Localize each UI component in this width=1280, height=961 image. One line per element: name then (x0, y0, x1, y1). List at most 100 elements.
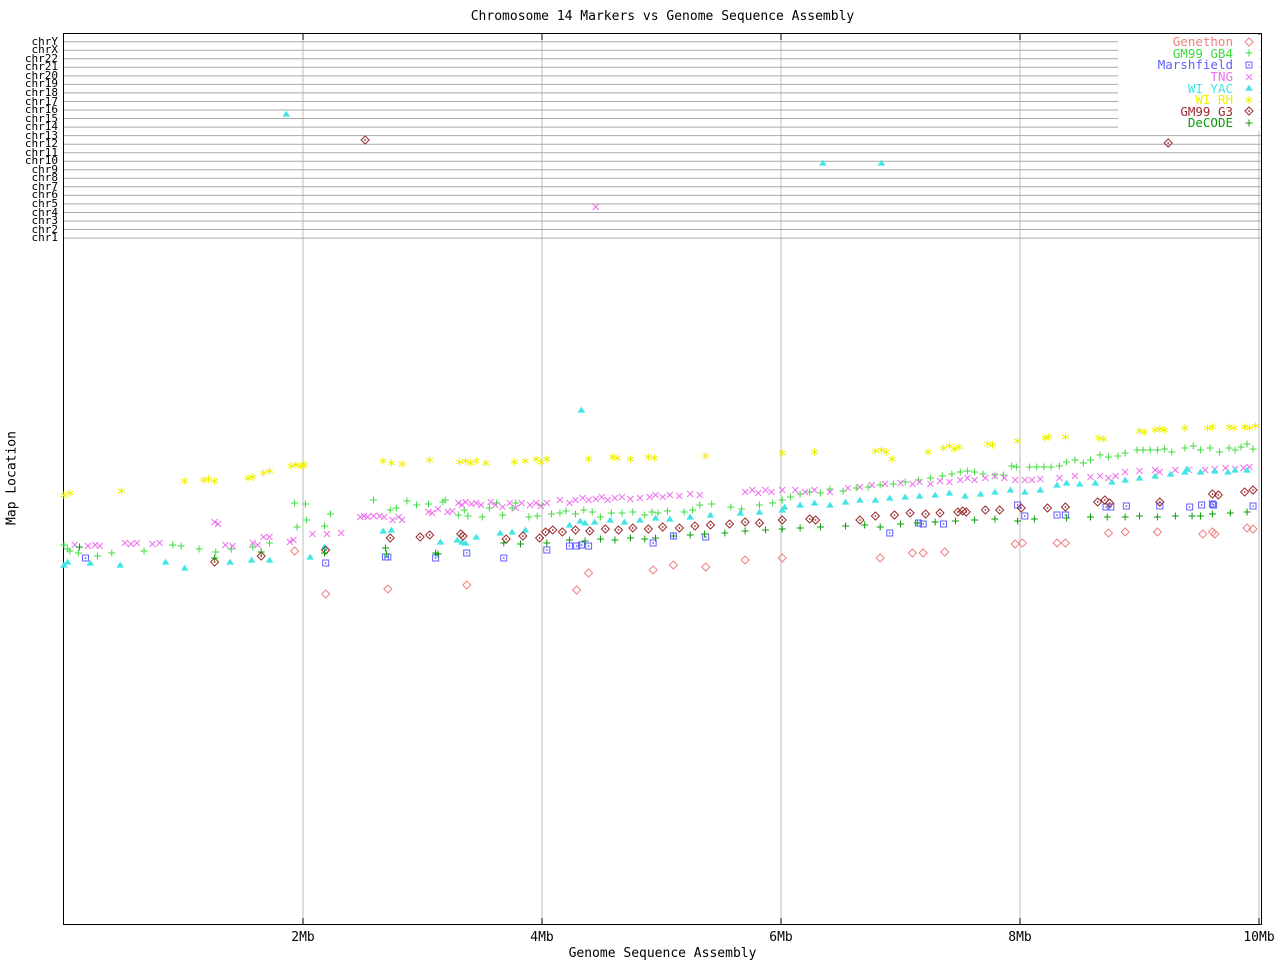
data-point (918, 548, 928, 558)
data-point (415, 532, 425, 542)
data-point (337, 529, 345, 537)
data-point (940, 547, 950, 557)
data-point (1248, 485, 1258, 495)
data-point-dot (465, 552, 468, 554)
data-point-dot (874, 515, 877, 517)
data-point (572, 496, 579, 504)
data-point (796, 524, 804, 532)
data-point (1196, 468, 1205, 475)
data-point (686, 513, 694, 520)
data-point (768, 488, 775, 496)
data-point (195, 545, 203, 553)
data-point-dot (1252, 489, 1254, 491)
data-point (1152, 527, 1163, 537)
data-point (86, 559, 95, 566)
legend-marker-icon (1244, 37, 1254, 47)
data-point (1166, 470, 1175, 477)
chrom-label-chr13: chr13 (24, 128, 58, 142)
data-point (696, 501, 704, 509)
legend-label: Genethon (1172, 34, 1233, 50)
data-point (424, 530, 435, 540)
data-point-dot (814, 519, 817, 521)
data-point (816, 523, 824, 531)
chrom-label-chr3: chr3 (31, 214, 59, 227)
data-point (462, 580, 472, 590)
data-point-dot (1020, 507, 1023, 509)
data-point-dot (1016, 504, 1019, 506)
data-point (526, 501, 534, 509)
data-point-dot (1046, 507, 1049, 509)
data-point (636, 494, 644, 502)
data-point (247, 556, 256, 563)
data-point (950, 445, 958, 453)
data-point (826, 501, 834, 508)
data-point (379, 527, 387, 534)
data-point (322, 559, 330, 567)
data-point-dot (893, 514, 896, 516)
data-point (1095, 434, 1103, 442)
data-point (1208, 510, 1216, 518)
data-point (1156, 425, 1164, 433)
data-point (389, 516, 396, 524)
data-point (613, 525, 624, 535)
data-point (1241, 423, 1249, 431)
data-point (1210, 529, 1220, 539)
data-point (540, 527, 551, 537)
data-point (871, 496, 880, 503)
data-point (548, 525, 558, 535)
data-point (606, 516, 614, 523)
chrom-label-chr5: chr5 (31, 196, 59, 210)
chrom-label-chr18: chr18 (24, 85, 58, 99)
legend-marker-icon (1245, 73, 1253, 80)
data-point (108, 549, 116, 557)
data-point (811, 486, 818, 494)
data-point-dot (1243, 491, 1246, 493)
legend-label: DeCODE (1187, 115, 1233, 131)
data-point (939, 444, 948, 452)
data-point (287, 462, 295, 470)
data-point (200, 476, 208, 484)
data-point (320, 545, 331, 555)
data-point (604, 496, 612, 504)
data-point (169, 541, 177, 549)
data-point (381, 544, 389, 552)
data-point (364, 513, 371, 521)
data-point (1121, 476, 1129, 483)
data-point (1103, 513, 1111, 521)
data-point (370, 496, 378, 504)
data-point (1207, 489, 1218, 499)
data-point (1079, 459, 1087, 467)
data-point (702, 452, 710, 460)
data-point (387, 459, 395, 467)
data-point-dot (808, 518, 811, 520)
data-point (1181, 424, 1189, 432)
x-tick-label-8Mb: 8Mb (1008, 930, 1032, 945)
data-point (1198, 529, 1208, 539)
data-point (286, 538, 294, 546)
data-point (971, 516, 979, 524)
data-point (508, 528, 516, 535)
data-point (370, 512, 377, 520)
data-point (76, 543, 84, 551)
data-point (436, 538, 445, 545)
data-point (956, 468, 964, 476)
data-point (1063, 458, 1071, 466)
data-point (1104, 453, 1112, 461)
data-point (897, 479, 904, 487)
data-point (66, 489, 74, 497)
data-point (211, 554, 219, 562)
data-point (689, 506, 697, 514)
data-point-dot (364, 139, 367, 141)
data-point-dot (538, 537, 541, 539)
data-point (266, 533, 273, 541)
data-point (512, 504, 520, 512)
data-point (565, 542, 573, 550)
data-point (485, 504, 493, 512)
data-point-dot (1056, 514, 1058, 516)
data-point (1010, 539, 1020, 549)
data-point-dot (604, 528, 607, 530)
data-point (598, 493, 606, 501)
data-point (955, 443, 963, 451)
data-point (724, 519, 735, 529)
data-point (256, 551, 266, 561)
